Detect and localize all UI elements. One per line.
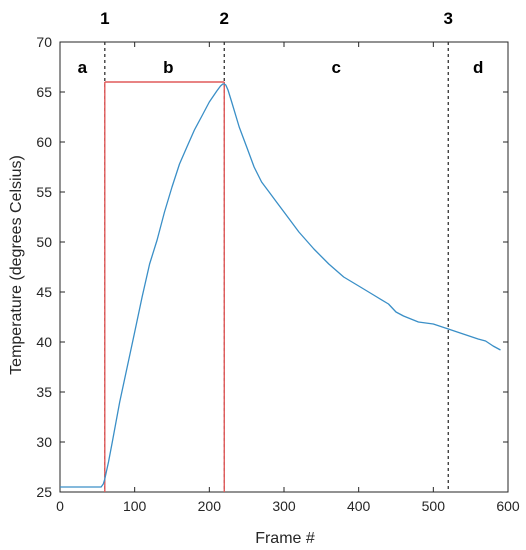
y-axis-title: Temperature (degrees Celsius) <box>8 155 25 375</box>
phase-marker-label: 2 <box>220 9 229 28</box>
y-tick-label: 60 <box>36 134 52 150</box>
region-label: b <box>163 58 173 77</box>
x-tick-label: 0 <box>56 498 64 514</box>
x-tick-label: 100 <box>123 498 147 514</box>
phase-marker-label: 1 <box>100 9 109 28</box>
y-tick-label: 55 <box>36 184 52 200</box>
y-tick-label: 35 <box>36 384 52 400</box>
x-tick-label: 400 <box>347 498 371 514</box>
plot-frame <box>59 41 509 493</box>
x-tick-label: 300 <box>272 498 296 514</box>
phase-marker-label: 3 <box>444 9 453 28</box>
x-axis-title: Frame # <box>255 530 315 547</box>
y-tick-label: 70 <box>36 34 52 50</box>
x-tick-label: 200 <box>198 498 222 514</box>
y-tick-label: 40 <box>36 334 52 350</box>
region-label: a <box>78 58 88 77</box>
plot-area: 0 100 200 300 400 500 600 25 30 35 40 45 50 55 60 65 70 1… <box>36 9 519 514</box>
y-tick-label: 25 <box>36 484 52 500</box>
temperature-series-line <box>60 83 501 488</box>
y-tick-label: 50 <box>36 234 52 250</box>
region-label: d <box>473 58 483 77</box>
x-tick-label: 500 <box>422 498 446 514</box>
region-label: c <box>332 58 341 77</box>
x-tick-label: 600 <box>496 498 520 514</box>
y-tick-label: 30 <box>36 434 52 450</box>
y-tick-label: 45 <box>36 284 52 300</box>
y-tick-label: 65 <box>36 84 52 100</box>
